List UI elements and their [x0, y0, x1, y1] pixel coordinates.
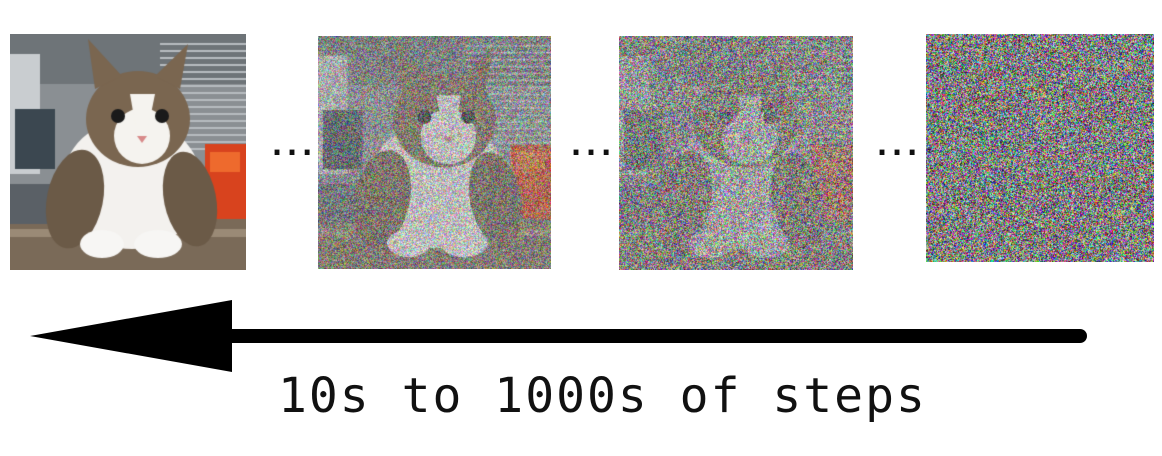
cat-photo-noisy-1 — [318, 36, 551, 269]
ellipsis-1: ... — [268, 128, 316, 163]
ellipsis-3: ... — [873, 128, 921, 163]
ellipsis-2: ... — [567, 128, 615, 163]
cat-photo-noisy-2 — [619, 36, 853, 270]
pure-noise-image — [926, 34, 1154, 262]
cat-photo-clean — [10, 34, 246, 270]
arrow-head — [30, 300, 232, 372]
steps-caption: 10s to 1000s of steps — [278, 368, 927, 424]
